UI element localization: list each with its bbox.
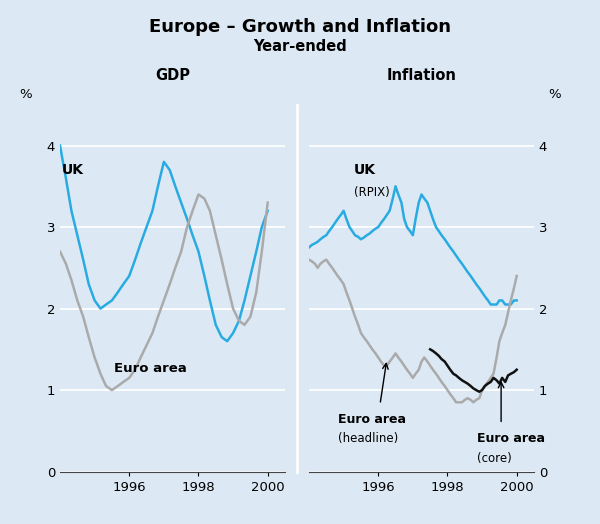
- Text: %: %: [548, 88, 561, 101]
- Text: %: %: [19, 88, 32, 101]
- Text: Year-ended: Year-ended: [253, 39, 347, 54]
- Text: GDP: GDP: [155, 68, 190, 83]
- Text: Inflation: Inflation: [386, 68, 457, 83]
- Text: Euro area: Euro area: [338, 413, 406, 425]
- Text: UK: UK: [354, 163, 376, 177]
- Text: Euro area: Euro area: [113, 362, 187, 375]
- Text: (headline): (headline): [338, 432, 398, 445]
- Text: (RPIX): (RPIX): [354, 186, 390, 199]
- Text: Europe – Growth and Inflation: Europe – Growth and Inflation: [149, 18, 451, 36]
- Text: Euro area: Euro area: [477, 432, 545, 445]
- Text: (core): (core): [477, 452, 512, 465]
- Text: UK: UK: [62, 163, 84, 177]
